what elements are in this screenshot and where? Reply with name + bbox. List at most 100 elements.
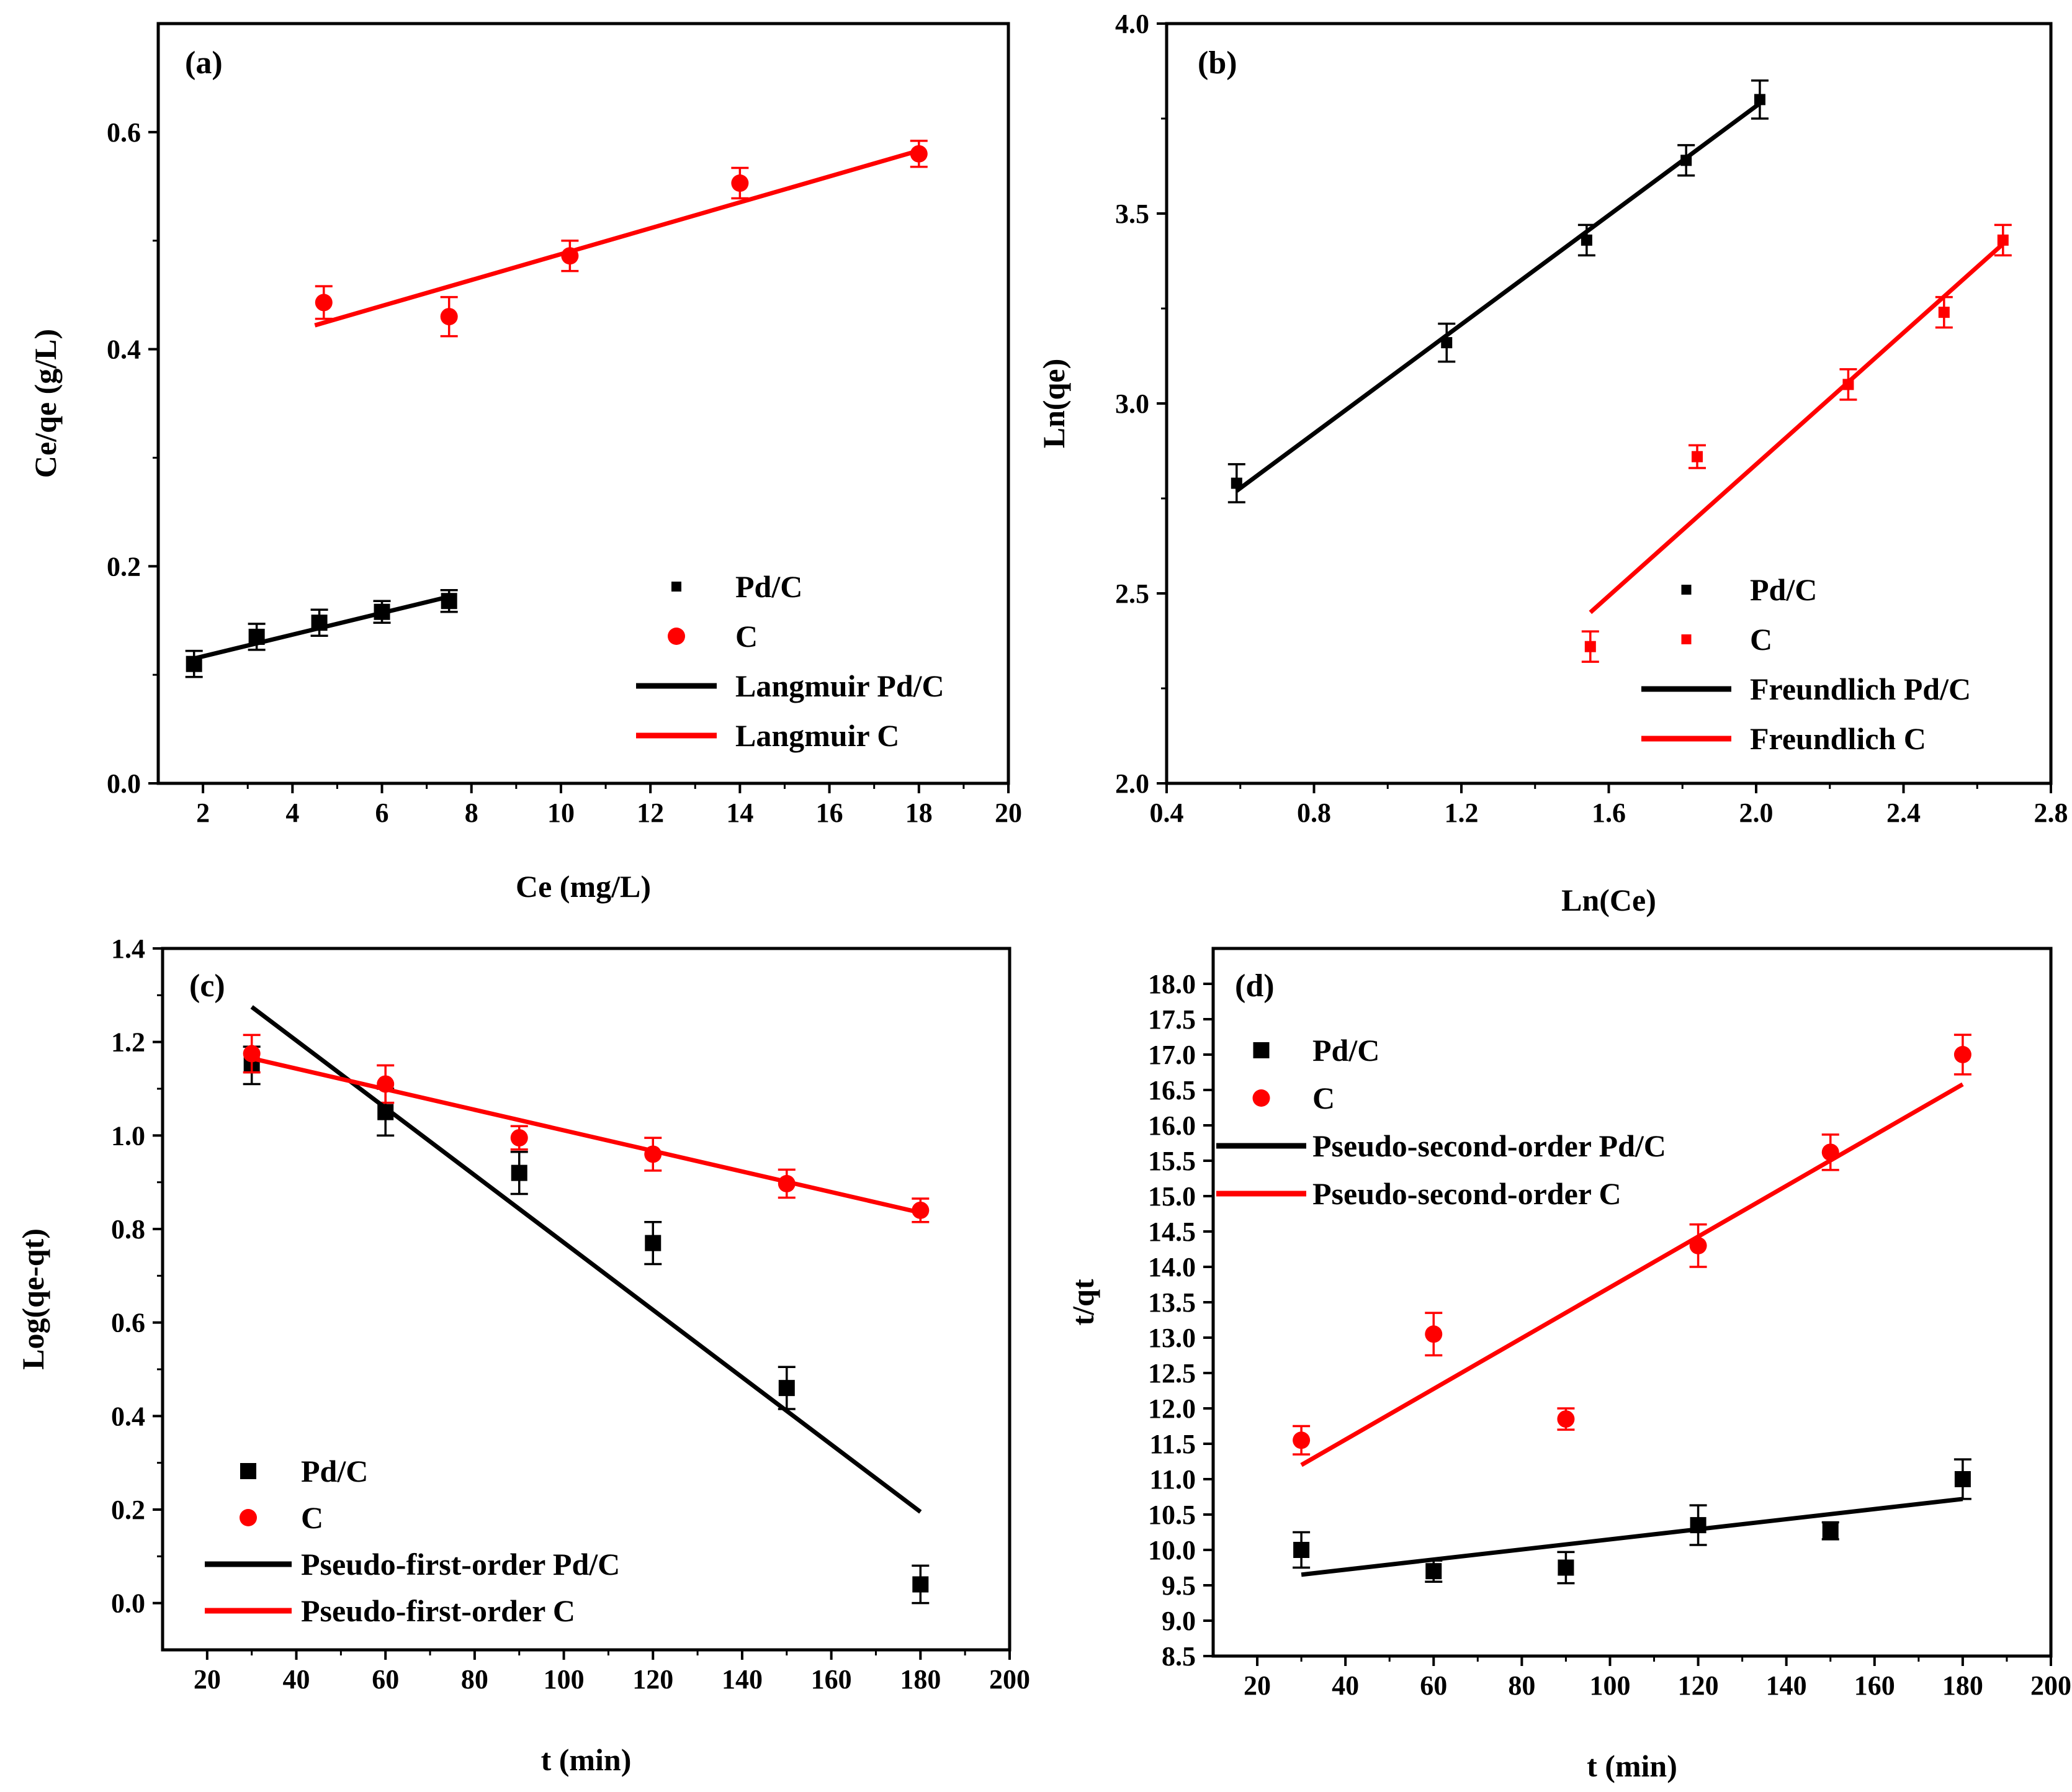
y-tick-label: 3.0	[1115, 389, 1149, 419]
x-tick-label: 2.0	[1739, 798, 1774, 828]
x-tick-label: 80	[461, 1664, 488, 1695]
chart-panel-2: 20 40 60 80 100 120 140 160 180 200 0.0 0.2 0.4 0.6 0.…	[16, 934, 1030, 1777]
legend-marker	[1252, 1089, 1270, 1107]
y-axis-title: Ce/qe (g/L)	[28, 329, 63, 478]
chart-panel-0: 2 4 6 8 10 12 14 16 18 20 0.0 0.2 0.4 0.6 Ce (mg/L) Ce/…	[28, 22, 1022, 904]
y-tick-label: 14.5	[1148, 1217, 1196, 1247]
y-tick-label: 11.0	[1149, 1464, 1196, 1495]
y-tick-label: 9.0	[1162, 1606, 1196, 1636]
x-tick-label: 0.4	[1150, 798, 1184, 828]
data-point	[778, 1380, 795, 1397]
y-tick-label: 12.5	[1148, 1358, 1196, 1389]
y-tick-label: 18.0	[1148, 969, 1196, 999]
x-tick-label: 18	[905, 798, 933, 828]
data-point	[1584, 641, 1596, 652]
data-point	[441, 593, 457, 610]
y-tick-label: 10.5	[1148, 1500, 1196, 1530]
fit-line	[250, 1005, 922, 1514]
y-tick-label: 2.5	[1115, 579, 1149, 609]
data-point	[912, 1576, 929, 1593]
legend-label: Pseudo-first-order C	[301, 1593, 575, 1628]
plot-frame	[156, 22, 1010, 785]
legend-marker	[671, 582, 681, 592]
x-tick-label: 20	[995, 798, 1022, 828]
legend-label: C	[1750, 622, 1772, 657]
legend-label: Pd/C	[1750, 572, 1817, 607]
x-axis-title: Ce (mg/L)	[516, 869, 651, 904]
x-tick-label: 16	[816, 798, 843, 828]
y-tick-label: 3.5	[1115, 199, 1149, 229]
y-tick-label: 0.6	[107, 117, 141, 148]
data-point	[1581, 234, 1592, 246]
y-tick-label: 17.5	[1148, 1004, 1196, 1035]
plot-frame	[161, 947, 1011, 1652]
y-axis-title: t/qt	[1065, 1279, 1100, 1325]
legend-label: Pseudo-second-order Pd/C	[1312, 1128, 1666, 1163]
legend-marker	[240, 1463, 256, 1479]
x-tick-label: 40	[1332, 1670, 1359, 1701]
data-point	[1692, 451, 1703, 462]
legend-label: C	[1312, 1081, 1335, 1115]
x-tick-label: 14	[726, 798, 753, 828]
chart-panel-3: 20 40 60 80 100 120 140 160 180 200 8.5 9.0 9.5 10.0 1…	[1065, 947, 2071, 1783]
legend-marker	[1681, 585, 1692, 595]
y-tick-label: 0.2	[111, 1495, 145, 1525]
y-tick-label: 0.8	[111, 1214, 145, 1245]
x-tick-label: 140	[1766, 1670, 1807, 1701]
x-tick-label: 2.8	[2034, 798, 2068, 828]
legend-label: Freundlich C	[1750, 721, 1926, 756]
x-tick-label: 100	[1589, 1670, 1630, 1701]
legend-label: Langmuir C	[735, 718, 899, 753]
x-axis-title: t (min)	[541, 1742, 632, 1777]
data-point	[1425, 1563, 1442, 1580]
data-point	[510, 1129, 528, 1147]
data-point	[315, 294, 333, 312]
panel-label: (a)	[185, 45, 223, 81]
legend-marker	[1253, 1042, 1270, 1058]
data-point	[1754, 94, 1765, 106]
legend-marker	[240, 1509, 257, 1526]
y-tick-label: 14.0	[1148, 1252, 1196, 1282]
plot-frame	[1165, 22, 2053, 785]
data-point	[1997, 234, 2009, 246]
y-tick-label: 0.0	[107, 768, 141, 799]
fit-line	[1589, 242, 2005, 615]
y-tick-label: 0.2	[107, 551, 141, 582]
x-tick-label: 1.6	[1592, 798, 1626, 828]
y-axis-title: Log(qe-qt)	[16, 1228, 50, 1370]
x-tick-label: 12	[637, 798, 664, 828]
legend-label: Freundlich Pd/C	[1750, 672, 1971, 706]
legend-marker	[1681, 634, 1692, 644]
x-tick-label: 40	[283, 1664, 310, 1695]
fit-line	[1301, 1497, 1963, 1577]
y-tick-label: 17.0	[1148, 1040, 1196, 1070]
x-axis-title: t (min)	[1587, 1749, 1677, 1783]
y-tick-label: 0.4	[107, 335, 141, 365]
x-tick-label: 160	[1854, 1670, 1895, 1701]
y-tick-label: 1.2	[111, 1027, 145, 1058]
fit-line	[1300, 1082, 1964, 1467]
legend-label: C	[735, 619, 758, 654]
y-tick-label: 8.5	[1162, 1641, 1196, 1672]
x-tick-label: 2	[196, 798, 210, 828]
data-point	[731, 174, 749, 192]
y-tick-label: 11.5	[1149, 1429, 1196, 1459]
fit-line	[1235, 101, 1762, 493]
data-point	[511, 1164, 527, 1181]
data-point	[1953, 1046, 1971, 1063]
x-tick-label: 2.4	[1886, 798, 1921, 828]
y-tick-label: 15.0	[1148, 1181, 1196, 1212]
legend-label: Pd/C	[301, 1454, 368, 1488]
data-point	[1822, 1523, 1839, 1539]
y-tick-label: 2.0	[1115, 768, 1149, 799]
x-tick-label: 200	[989, 1664, 1030, 1695]
data-point	[1558, 1559, 1574, 1576]
y-tick-label: 13.5	[1148, 1287, 1196, 1318]
y-tick-label: 9.5	[1162, 1570, 1196, 1601]
x-tick-label: 120	[632, 1664, 673, 1695]
data-point	[440, 308, 458, 326]
x-tick-label: 20	[1244, 1670, 1271, 1701]
y-tick-label: 4.0	[1115, 9, 1149, 39]
x-tick-label: 200	[2030, 1670, 2071, 1701]
